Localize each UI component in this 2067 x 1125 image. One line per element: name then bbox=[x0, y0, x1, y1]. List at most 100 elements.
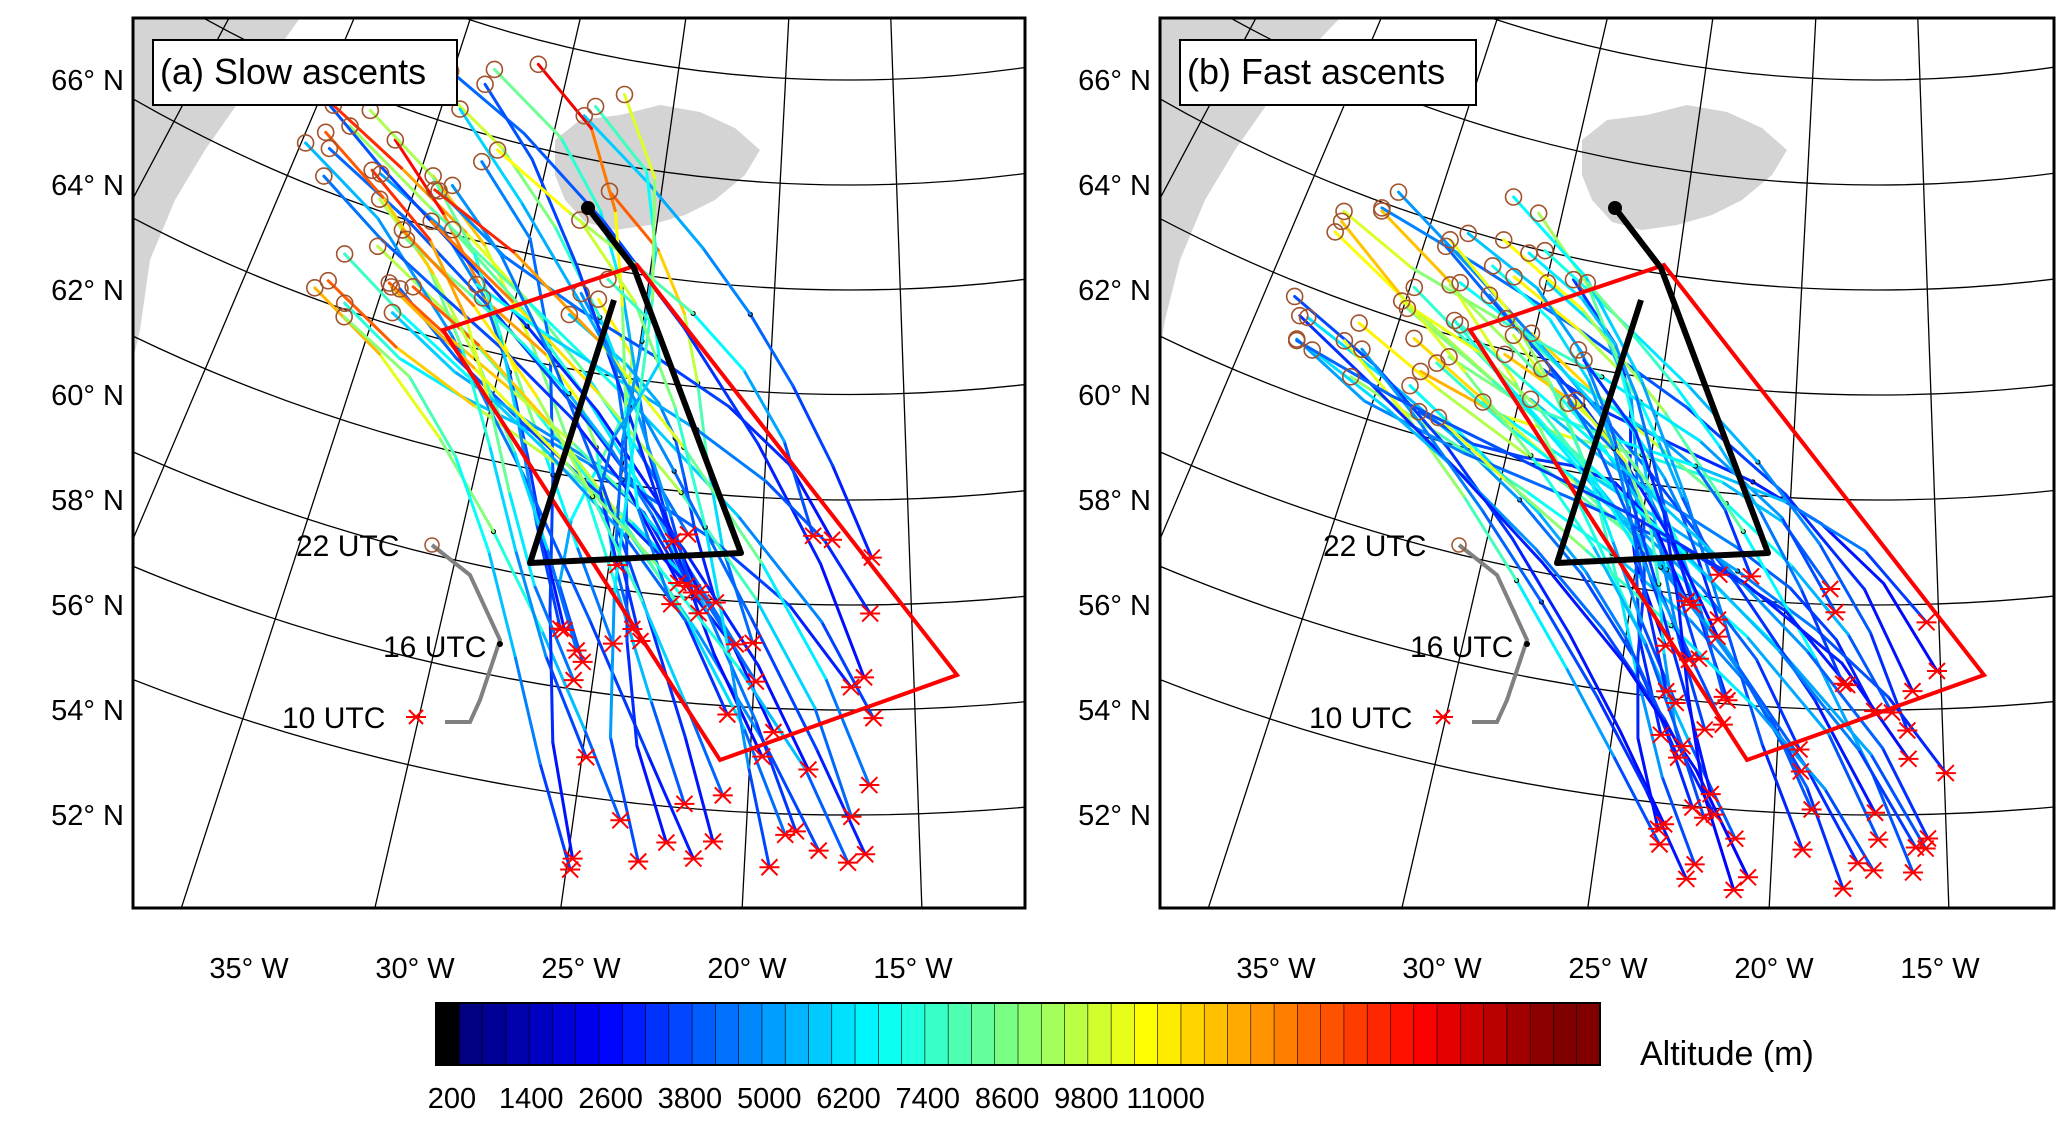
trajectory-segment bbox=[582, 114, 650, 185]
trajectory-segment bbox=[762, 740, 821, 853]
trajectory-start-markers bbox=[550, 525, 884, 879]
map-frame bbox=[131, 16, 1027, 910]
lon-label: 20° W bbox=[1734, 953, 1814, 985]
colorbar-swatch bbox=[691, 1002, 717, 1066]
trajectory-segment bbox=[342, 315, 411, 379]
trajectory-start-marker bbox=[1935, 764, 1956, 782]
trajectory-end-marker bbox=[1326, 223, 1344, 241]
trajectory-segment bbox=[488, 444, 518, 552]
trajectory-segment bbox=[640, 598, 687, 704]
trajectory-segment bbox=[593, 326, 676, 473]
trajectory-end-marker bbox=[1350, 314, 1368, 332]
lat-label: 52° N bbox=[51, 800, 124, 832]
panel-title-box bbox=[1179, 39, 1477, 106]
trajectory-segment bbox=[1342, 209, 1413, 269]
trajectory-end-marker bbox=[383, 303, 402, 322]
trajectory-start-marker bbox=[1672, 737, 1693, 755]
trajectory-end-marker bbox=[1298, 308, 1317, 327]
colorbar-swatch bbox=[947, 1002, 973, 1066]
trajectory-segment bbox=[1615, 461, 1716, 556]
trajectory-segment bbox=[506, 352, 574, 420]
region-box bbox=[1466, 262, 1988, 763]
trajectory-segment bbox=[535, 522, 562, 631]
trajectory-segment bbox=[736, 514, 824, 624]
trajectory-segment bbox=[831, 463, 874, 560]
trajectory-segment bbox=[1512, 195, 1588, 279]
trajectory-start-marker bbox=[1654, 815, 1675, 834]
trajectory-end-marker bbox=[380, 274, 399, 292]
colorbar-swatch bbox=[994, 1002, 1019, 1066]
trajectory-segment bbox=[673, 436, 686, 480]
trajectory-end-marker bbox=[371, 165, 390, 183]
trajectory-start-marker bbox=[663, 532, 684, 550]
trajectory-start-marker bbox=[745, 672, 766, 691]
trajectory-segment bbox=[507, 490, 536, 587]
trajectory-end-marker bbox=[1483, 257, 1502, 275]
trajectory-segment bbox=[1417, 410, 1476, 446]
trajectory-segment bbox=[1569, 376, 1624, 417]
trajectory-segment bbox=[703, 525, 730, 652]
trajectory-segment bbox=[1436, 416, 1506, 481]
trajectory-segment bbox=[1783, 500, 1867, 553]
colorbar-tick-label: 9800 bbox=[1054, 1083, 1119, 1115]
colorbar-tick-labels: 200 1400 2600 3800 5000 6200 7400 8600 9800 11000 bbox=[428, 1083, 1205, 1115]
colorbar-swatch bbox=[1087, 1002, 1112, 1066]
trajectory-segment bbox=[1295, 337, 1366, 403]
trajectory-end-marker bbox=[305, 279, 324, 297]
trajectory-segment bbox=[540, 629, 586, 731]
trajectory-segment bbox=[608, 189, 660, 252]
colorbar-swatch bbox=[528, 1002, 554, 1066]
track-marker-16utc bbox=[1524, 641, 1530, 647]
panel-title-box bbox=[152, 39, 458, 106]
trajectory-start-marker bbox=[798, 760, 819, 779]
colorbar-swatch bbox=[831, 1002, 856, 1066]
trajectory-start-marker bbox=[674, 795, 695, 813]
longitude-line bbox=[1917, 18, 1950, 908]
trajectory-segment bbox=[440, 294, 510, 356]
trajectory-segment bbox=[1463, 370, 1533, 458]
colorbar-swatch bbox=[575, 1002, 600, 1066]
colorbar-tick-label: 3800 bbox=[658, 1083, 723, 1115]
latitude-line bbox=[133, 565, 1025, 711]
trajectory-start-marker bbox=[1833, 879, 1854, 898]
colorbar-tick-label: 2600 bbox=[578, 1083, 643, 1115]
trajectory-segment bbox=[326, 279, 398, 349]
trajectory-segment bbox=[1720, 480, 1785, 524]
trajectory-end-marker bbox=[363, 161, 381, 180]
trajectory-segment bbox=[1640, 379, 1689, 502]
lon-label: 35° W bbox=[209, 953, 289, 985]
trajectory-segment bbox=[1745, 634, 1831, 736]
lon-label: 15° W bbox=[1900, 953, 1980, 985]
trajectory-start-marker bbox=[742, 634, 763, 652]
trajectory-end-marker bbox=[1451, 316, 1470, 334]
trajectory-segment bbox=[1673, 506, 1738, 549]
trajectory-segment bbox=[1444, 244, 1495, 304]
latitude-line bbox=[133, 335, 1025, 501]
colorbar-swatch bbox=[1017, 1002, 1043, 1066]
trajectory-start-marker bbox=[1682, 596, 1703, 614]
colorbar-title: Altitude (m) bbox=[1640, 1035, 1814, 1073]
trajectory-end-marker bbox=[1441, 231, 1459, 249]
trajectory-segment bbox=[621, 381, 699, 432]
colorbar-swatch bbox=[854, 1002, 880, 1066]
colorbar-swatch bbox=[971, 1002, 996, 1066]
trajectory-end-marker bbox=[296, 134, 315, 152]
longitude-line bbox=[133, 18, 355, 541]
flight-track-start bbox=[1608, 201, 1622, 215]
trajectory-segment bbox=[1645, 602, 1668, 693]
trajectory-segment bbox=[567, 392, 613, 451]
trajectory-start-markers bbox=[1648, 566, 1956, 899]
trajectory-segment bbox=[576, 266, 625, 398]
trajectory-segment bbox=[589, 126, 617, 213]
trajectory-segment bbox=[1615, 440, 1654, 490]
trajectory-segment bbox=[1580, 296, 1617, 346]
trajectory-start-marker bbox=[563, 671, 584, 689]
trajectory-start-marker bbox=[1833, 675, 1854, 693]
trajectory-segment bbox=[405, 218, 500, 318]
trajectory-segment bbox=[1648, 470, 1740, 587]
trajectory-segment bbox=[543, 352, 582, 404]
trajectory-end-marker bbox=[315, 167, 333, 185]
